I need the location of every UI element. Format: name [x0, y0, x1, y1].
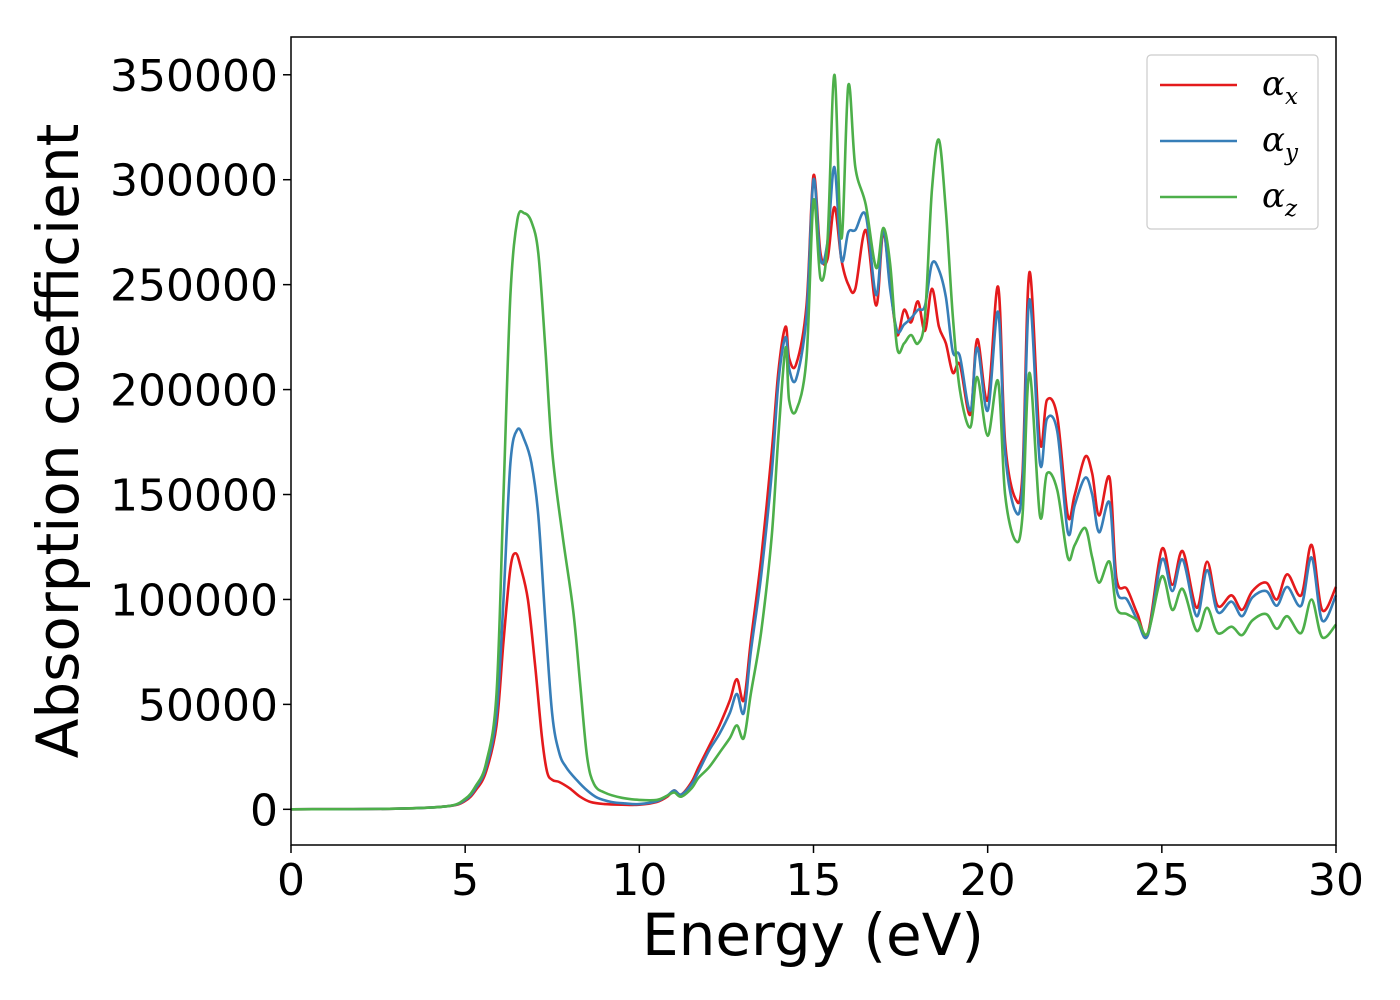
y-axis-title: Absorption coefficient — [24, 124, 92, 759]
x-tick-label: 25 — [1134, 855, 1190, 906]
legend-items: αx αy αz — [1160, 64, 1299, 222]
legend: αx αy αz — [1146, 54, 1319, 230]
x-tick-label: 15 — [786, 855, 842, 906]
legend-label-alpha-y: αy — [1262, 120, 1299, 166]
series-line-alpha-x — [290, 173, 1338, 811]
y-tick-label: 100000 — [110, 575, 278, 626]
series-layer — [290, 73, 1338, 811]
x-tick-label: 20 — [960, 855, 1016, 906]
legend-label-alpha-z: αz — [1262, 176, 1298, 222]
series-line-alpha-y — [290, 165, 1338, 811]
y-axis: 0 50000 100000 150000 200000 250000 300000 3500… — [110, 51, 291, 836]
x-axis-title: Energy (eV) — [642, 901, 984, 969]
y-tick-label: 300000 — [110, 156, 278, 207]
x-tick-label: 5 — [451, 855, 479, 906]
y-tick-label: 200000 — [110, 366, 278, 417]
legend-label-alpha-x: αx — [1262, 64, 1298, 110]
x-tick-label: 0 — [277, 855, 305, 906]
x-tick-label: 10 — [611, 855, 667, 906]
y-tick-label: 150000 — [110, 471, 278, 522]
x-axis: 0 5 10 15 20 25 30 — [277, 845, 1364, 906]
y-tick-label: 0 — [250, 785, 278, 836]
y-tick-label: 50000 — [138, 680, 278, 731]
series-line-alpha-z — [290, 73, 1337, 811]
y-tick-label: 250000 — [110, 261, 278, 312]
x-tick-label: 30 — [1308, 855, 1364, 906]
y-tick-label: 350000 — [110, 51, 278, 102]
